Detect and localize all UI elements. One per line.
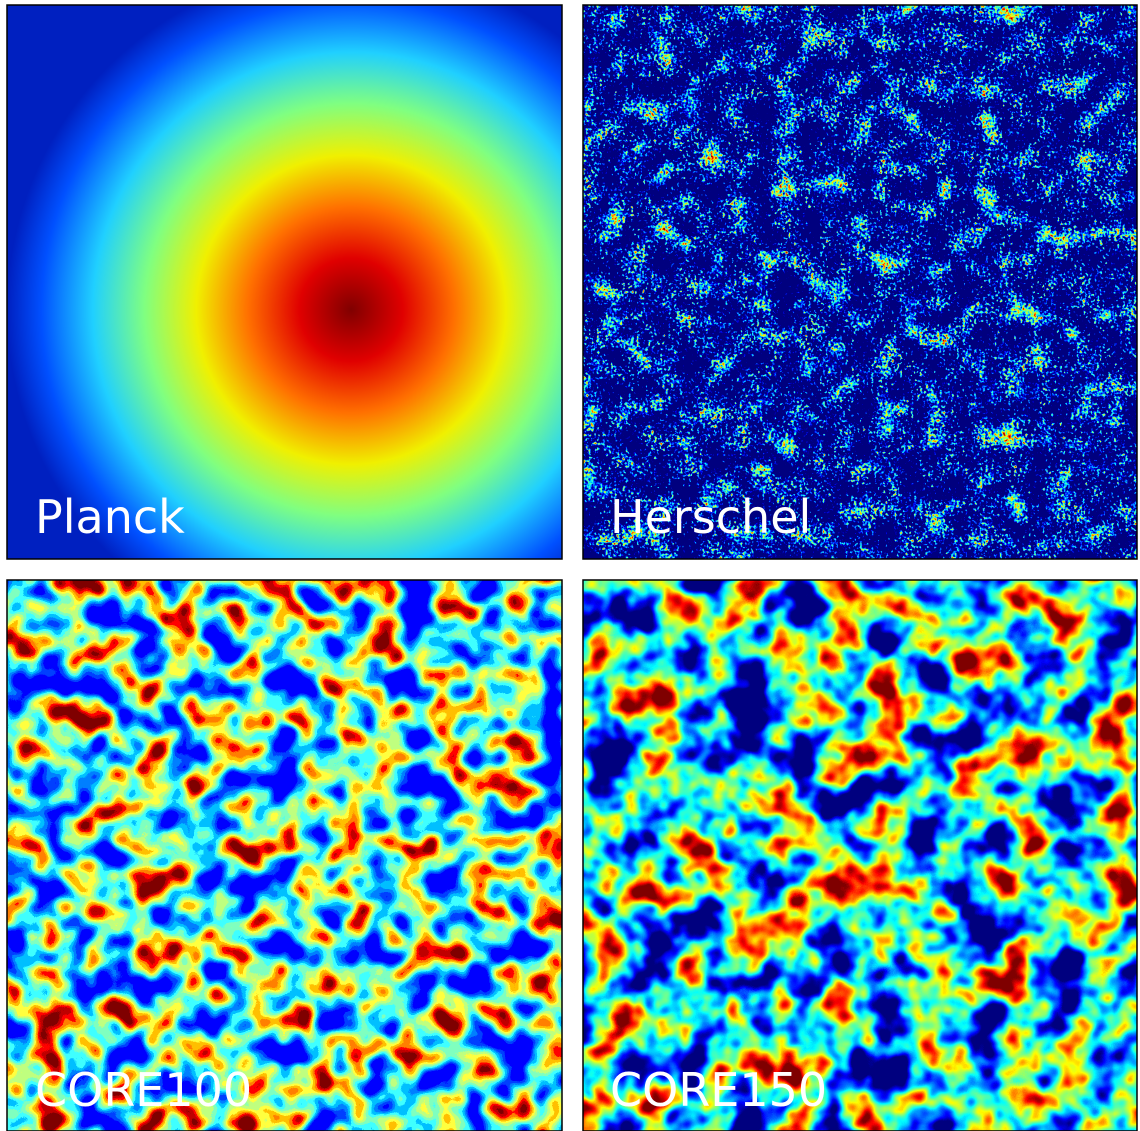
map [7,5,562,559]
panel-label: CORE150 [610,1063,827,1117]
panel-planck: Planck [6,4,563,560]
panel-core150: CORE150 [582,579,1138,1131]
panel-herschel: Herschel [582,4,1138,560]
panel-label: Planck [35,490,185,544]
map [583,5,1137,559]
frame [6,4,563,560]
map [583,580,1137,1131]
frame [582,579,1138,1131]
frame [6,579,563,1131]
map [7,580,562,1131]
panel-label: CORE100 [35,1063,252,1117]
panel-label: Herschel [610,490,811,544]
panel-core100: CORE100 [6,579,563,1131]
frame [582,4,1138,560]
